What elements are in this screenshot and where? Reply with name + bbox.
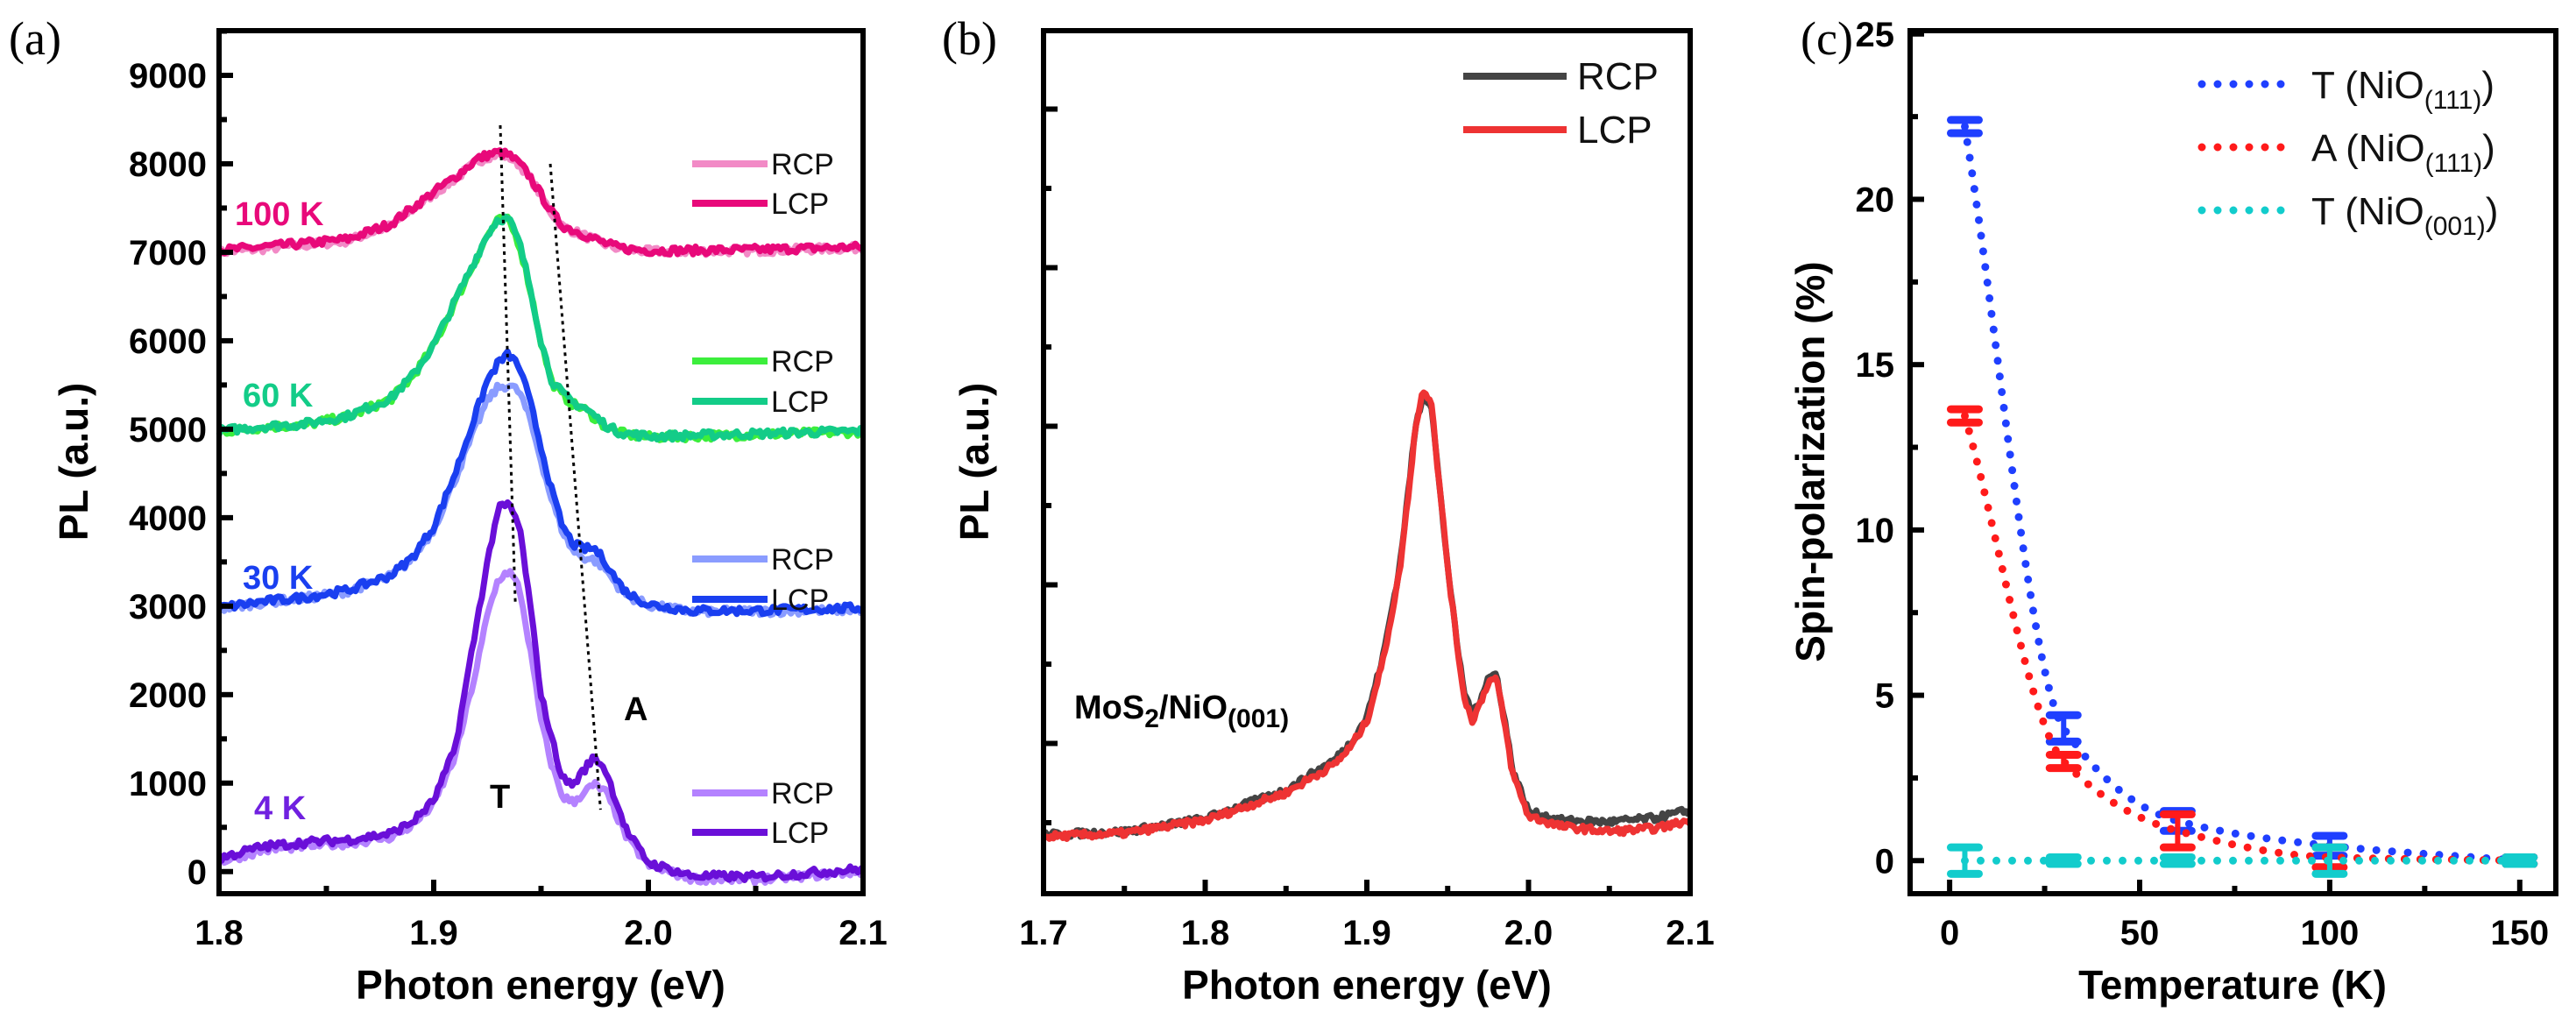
y-tick-label: 9000 (129, 57, 207, 96)
x-tick-label: 1.8 (195, 914, 244, 952)
panel-label-a: (a) (9, 12, 61, 65)
legend-label-lcp: LCP (771, 386, 829, 419)
x-tick-label: 0 (1940, 914, 1959, 952)
legend-label-rcp: RCP (771, 777, 834, 810)
spectrum-4K-lcp (216, 499, 866, 883)
peak-label-a: A (624, 691, 648, 728)
panel-b-plot: RCP LCP 1.7 1.8 1.9 2.0 2.1 (1019, 28, 1715, 952)
temperature-label: 100 K (235, 196, 324, 233)
sample-label-sub2: (001) (1228, 704, 1289, 733)
legend-label-sub: (111) (2425, 149, 2483, 178)
series-line-0 (1961, 122, 2524, 865)
x-tick-label: 1.7 (1019, 914, 1068, 952)
legend-label-2: T (NiO(001)) (2311, 190, 2498, 241)
y-tick-label: 20 (1856, 180, 1895, 219)
legend-label-lcp: LCP (771, 187, 829, 221)
panel-label-b: (b) (942, 12, 997, 65)
legend-label-1: A (NiO(111)) (2311, 127, 2495, 178)
y-axis-title-a: PL (a.u.) (51, 383, 96, 541)
series-line-1 (1961, 412, 2524, 865)
plot-frame-b (1041, 28, 1693, 896)
legend-label-0: T (NiO(111)) (2311, 64, 2495, 115)
legend-label-prefix: T (NiO (2311, 64, 2424, 107)
x-axis-title-c: Temperature (K) (2078, 962, 2387, 1008)
spectrum-30K-lcp (216, 348, 865, 618)
x-tick-label: 1.9 (409, 914, 458, 952)
x-tick-label: 2.1 (839, 914, 888, 952)
temperature-label: 4 K (254, 790, 307, 827)
guide-line-1 (499, 124, 517, 602)
legend-label-rcp: RCP (771, 543, 834, 577)
spectrum-60K-lcp (216, 213, 865, 443)
spectrum-4K-rcp (218, 568, 866, 887)
panel-c-plot: T (NiO(111))A (NiO(111))T (NiO(001))0510… (1856, 16, 2558, 952)
temperature-label: 30 K (243, 560, 314, 597)
x-tick-label: 50 (2120, 914, 2160, 952)
legend-label-prefix: A (NiO (2311, 127, 2425, 170)
legend-label-lcp: LCP (771, 584, 829, 617)
x-axis-title-b: Photon energy (eV) (1182, 962, 1552, 1008)
y-tick-label: 5000 (129, 411, 207, 449)
temperature-label: 60 K (243, 378, 314, 414)
x-tick-label: 2.0 (624, 914, 673, 952)
y-tick-label: 3000 (129, 588, 207, 626)
y-tick-label: 7000 (129, 234, 207, 272)
legend-label-prefix: T (NiO (2311, 190, 2424, 233)
x-tick-label: 1.9 (1342, 914, 1391, 952)
legend-label-suffix: ) (2482, 127, 2495, 170)
y-tick-label: 1000 (129, 765, 207, 803)
y-tick-label: 2000 (129, 676, 207, 715)
x-tick-label: 1.8 (1181, 914, 1230, 952)
legend-label-rcp: RCP (771, 345, 834, 379)
legend-label-suffix: ) (2486, 190, 2499, 233)
y-tick-label: 5 (1875, 677, 1894, 716)
y-tick-label: 8000 (129, 145, 207, 184)
x-tick-label: 100 (2301, 914, 2360, 952)
y-axis-title-b: PL (a.u.) (952, 383, 997, 541)
legend-label-sub: (001) (2424, 212, 2486, 241)
guide-line-2 (548, 163, 602, 810)
panel-a-plot: 100 K RCP LCP 60 K RCP LCP 30 K RCP LCP 4 K RCP LCP… (129, 28, 888, 952)
spectrum-100K-lcp (216, 147, 866, 258)
x-tick-label: 150 (2490, 914, 2549, 952)
y-tick-label: 4000 (129, 499, 207, 538)
y-tick-label: 6000 (129, 322, 207, 361)
sample-label-main: MoS (1074, 690, 1144, 726)
legend-label-suffix: ) (2481, 64, 2495, 107)
y-tick-label: 10 (1856, 512, 1895, 550)
peak-label-t: T (490, 779, 510, 816)
legend-label-sub: (111) (2424, 86, 2482, 115)
spectrum-rcp (1040, 391, 1693, 841)
panel-label-c: (c) (1801, 12, 1853, 65)
spectrum-lcp (1041, 389, 1693, 842)
x-tick-label: 2.0 (1504, 914, 1553, 952)
x-axis-title-a: Photon energy (eV) (356, 962, 725, 1008)
y-tick-label: 25 (1856, 16, 1895, 54)
y-tick-label: 0 (188, 853, 207, 892)
sample-label-sub1: 2 (1144, 704, 1159, 733)
legend-label-lcp: LCP (771, 817, 829, 850)
x-tick-label: 2.1 (1666, 914, 1715, 952)
legend-label-rcp: RCP (1577, 55, 1659, 98)
y-tick-label: 0 (1875, 842, 1894, 881)
y-axis-title-c: Spin-polarization (%) (1787, 261, 1833, 662)
legend-label-lcp: LCP (1577, 109, 1652, 152)
sample-label-mid: /NiO (1159, 690, 1228, 726)
legend-label-rcp: RCP (771, 148, 834, 181)
sample-label: MoS2/NiO(001) (1074, 690, 1289, 733)
y-tick-label: 15 (1856, 346, 1895, 385)
